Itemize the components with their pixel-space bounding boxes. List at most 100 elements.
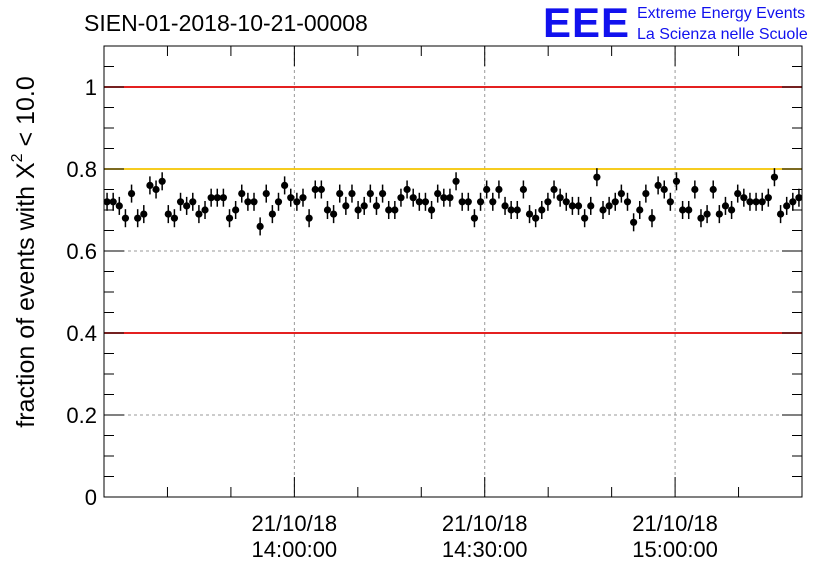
y-tick-label: 0.6 [66, 239, 97, 264]
point-marker [274, 198, 283, 206]
point-marker [323, 206, 332, 214]
point-marker [691, 185, 699, 194]
point-marker [721, 202, 730, 210]
point-marker [195, 210, 203, 218]
data-point [630, 213, 638, 232]
point-marker [617, 190, 625, 198]
point-marker [654, 181, 662, 189]
point-marker [238, 190, 246, 198]
point-marker [415, 198, 423, 206]
point-marker [623, 198, 632, 206]
point-marker [679, 206, 687, 214]
point-marker [630, 218, 638, 226]
data-point [605, 196, 613, 215]
data-point [654, 176, 662, 195]
x-tick-label-time: 15:00:00 [632, 537, 718, 562]
data-point [158, 172, 166, 191]
data-point [176, 192, 185, 211]
data-point [525, 205, 534, 224]
point-marker [776, 210, 785, 218]
data-point [274, 192, 283, 211]
data-point [776, 205, 785, 224]
point-marker [372, 202, 381, 210]
y-tick-label: 0.2 [66, 403, 97, 428]
data-point [581, 209, 589, 228]
point-marker [593, 173, 601, 181]
point-marker [127, 190, 136, 198]
data-point [366, 184, 374, 203]
data-point [250, 192, 258, 211]
point-marker [519, 185, 528, 194]
data-point [397, 188, 405, 207]
data-point [348, 184, 356, 203]
data-point [427, 200, 436, 220]
point-marker [354, 206, 362, 214]
point-marker [250, 198, 258, 206]
point-marker [140, 210, 148, 218]
data-point [519, 180, 528, 199]
point-marker [134, 214, 142, 222]
point-marker [317, 185, 325, 194]
point-marker [587, 202, 595, 210]
data-point [501, 196, 509, 215]
point-marker [599, 206, 607, 214]
data-point [734, 184, 742, 203]
y-tick-label: 0.4 [66, 321, 97, 346]
data-point [642, 184, 650, 203]
data-point [409, 188, 417, 207]
data-point [201, 200, 209, 220]
point-marker [256, 222, 264, 230]
point-marker [348, 190, 356, 198]
data-point [183, 196, 191, 215]
data-point [611, 192, 619, 211]
data-point [489, 192, 497, 211]
data-point [440, 188, 448, 207]
point-marker [660, 185, 668, 194]
point-marker [562, 198, 570, 206]
data-point [256, 217, 264, 236]
data-point [225, 209, 234, 228]
logo-text-line2: La Scienza nelle Scuole [637, 26, 808, 43]
point-marker [672, 177, 681, 185]
point-marker [103, 198, 111, 206]
point-marker [244, 198, 252, 206]
data-point [697, 209, 705, 228]
point-marker [501, 202, 509, 210]
data-point [121, 209, 130, 228]
point-marker [201, 206, 209, 214]
data-point [574, 196, 583, 215]
point-marker [556, 194, 564, 202]
data-point [170, 209, 179, 228]
point-marker [605, 202, 613, 210]
point-marker [446, 194, 454, 202]
point-marker [703, 210, 711, 218]
data-point [323, 200, 332, 220]
point-marker [476, 198, 485, 206]
data-point [795, 188, 803, 207]
data-point [115, 196, 123, 215]
point-marker [434, 190, 442, 198]
data-point [495, 180, 503, 199]
point-marker [262, 190, 270, 198]
y-tick-label: 0 [85, 485, 97, 510]
point-marker [115, 202, 123, 210]
data-point [746, 192, 754, 211]
data-point [740, 188, 748, 207]
point-marker [495, 185, 503, 194]
axis-ticks [103, 45, 803, 498]
data-point [219, 188, 227, 207]
point-marker [789, 198, 797, 206]
point-marker [611, 198, 619, 206]
data-point [287, 188, 295, 207]
data-point [483, 180, 491, 199]
point-marker [568, 202, 576, 210]
data-point [415, 192, 423, 211]
point-marker [409, 194, 417, 202]
data-point [391, 200, 399, 220]
data-point [372, 196, 381, 215]
point-marker [666, 198, 674, 206]
data-point [617, 184, 625, 203]
data-point [378, 184, 387, 203]
point-marker [452, 177, 460, 185]
